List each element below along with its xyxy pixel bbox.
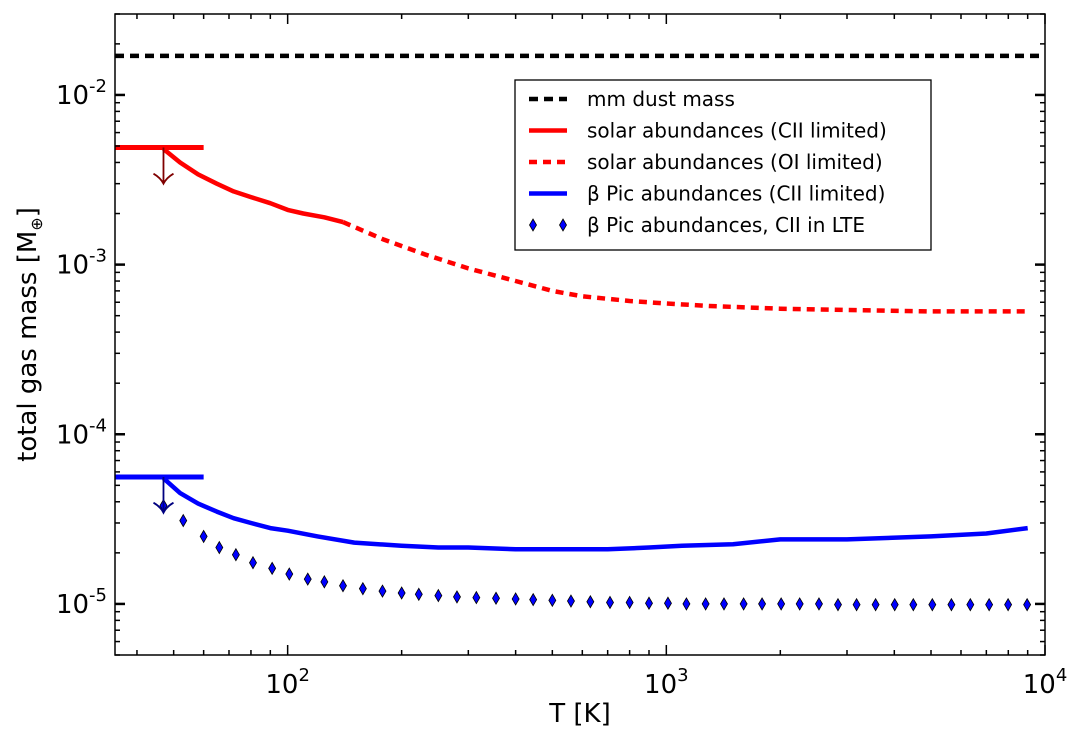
plot-frame — [114, 13, 1046, 656]
tick-layer — [115, 13, 1046, 656]
data-point-marker — [199, 529, 208, 544]
data-point-marker — [511, 592, 520, 606]
data-point-marker — [815, 597, 823, 611]
x-tick-label: 104 — [1023, 665, 1068, 700]
data-point-marker — [179, 513, 188, 528]
series-layer — [115, 53, 1045, 612]
data-point-marker — [739, 597, 748, 611]
data-point-marker — [397, 586, 406, 600]
data-point-marker — [339, 578, 347, 593]
y-tick-label: 10-5 — [56, 585, 107, 620]
x-axis-label: T [K] — [548, 699, 610, 729]
y-axis-label: total gas mass [M⊕] — [13, 207, 46, 462]
data-point-marker — [947, 597, 956, 612]
data-point-marker — [682, 597, 691, 611]
series-line-1 — [162, 147, 344, 225]
data-point-marker — [928, 597, 937, 612]
data-point-marker — [758, 597, 767, 611]
tick-label-layer: 102 103 104 10-5 10-4 10-3 10-2 — [56, 76, 1067, 700]
data-point-marker — [320, 575, 329, 589]
data-point-marker — [434, 588, 443, 603]
series-line-3 — [162, 476, 1028, 552]
data-point-marker — [414, 587, 423, 602]
y-tick-label: 10-2 — [56, 76, 107, 111]
data-point-marker — [249, 555, 257, 570]
legend-entry-label: β Pic abundances, CII in LTE — [587, 213, 865, 237]
data-point-marker — [378, 584, 387, 598]
data-point-marker — [777, 597, 786, 611]
data-point-marker — [645, 596, 653, 610]
data-point-marker — [567, 594, 575, 608]
data-point-marker — [606, 595, 614, 610]
data-point-marker — [795, 597, 804, 611]
y-tick-label: 10-4 — [56, 415, 107, 450]
earth-symbol: ⊕ — [27, 217, 46, 230]
legend-entry-label: β Pic abundances (CII limited) — [587, 182, 885, 206]
data-point-marker — [625, 595, 634, 610]
data-point-marker — [909, 597, 918, 612]
data-point-marker — [1004, 597, 1013, 612]
data-point-marker — [985, 597, 994, 612]
upper-limit-layer — [115, 145, 204, 515]
data-point-marker — [852, 597, 861, 612]
y-axis-label-text: total gas mass [M — [13, 231, 43, 462]
data-point-marker — [1023, 597, 1032, 612]
data-point-marker — [834, 597, 842, 612]
data-point-marker — [492, 591, 500, 606]
legend-box — [514, 79, 932, 251]
upper-limit-arrow-head — [153, 172, 174, 186]
x-tick-label: 103 — [644, 665, 689, 700]
data-point-marker — [701, 597, 710, 611]
series-line-2 — [342, 220, 1028, 314]
data-point-marker — [303, 572, 312, 586]
data-point-marker — [548, 593, 557, 608]
data-point-marker — [453, 590, 461, 604]
data-point-marker — [871, 597, 880, 612]
legend-entry-label: solar abundances (OI limited) — [587, 150, 883, 174]
data-point-marker — [231, 547, 240, 562]
data-point-marker — [472, 590, 481, 605]
x-tick-label: 102 — [265, 665, 310, 700]
legend-marker — [529, 218, 537, 232]
data-point-marker — [529, 592, 538, 607]
data-point-marker — [215, 540, 224, 555]
legend-entry-label: mm dust mass — [587, 87, 735, 111]
data-point-marker — [966, 597, 975, 612]
data-point-marker — [890, 597, 899, 612]
data-point-marker — [663, 596, 672, 610]
legend-marker — [559, 218, 567, 232]
upper-limit-arrow-head — [153, 501, 174, 515]
data-point-marker — [586, 594, 595, 609]
legend: mm dust mass solar abundances (CII limite… — [514, 79, 932, 251]
data-point-marker — [720, 597, 728, 611]
y-tick-label: 10-3 — [56, 246, 107, 281]
data-point-marker — [358, 581, 367, 596]
data-point-marker — [268, 561, 277, 576]
data-point-marker — [285, 567, 294, 581]
y-axis-label-close: ] — [13, 207, 43, 217]
legend-entry-label: solar abundances (CII limited) — [587, 119, 887, 143]
